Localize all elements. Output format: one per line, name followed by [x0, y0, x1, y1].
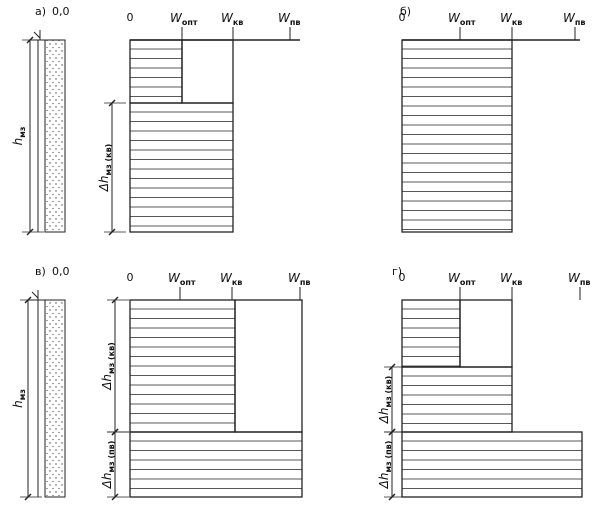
- empty-zone: [234, 299, 303, 433]
- panel-label: б): [400, 5, 411, 18]
- line: [24, 493, 32, 501]
- layer-label: Δhмз (пв): [377, 441, 393, 490]
- moisture-label: Wопт: [170, 11, 198, 27]
- moisture-label-sub: пв: [300, 278, 311, 287]
- zero-label: 0: [399, 271, 406, 284]
- panel-label: в): [35, 265, 46, 278]
- moisture-label-sub: кв: [512, 18, 523, 27]
- moisture-label-sub: кв: [232, 278, 243, 287]
- moisture-label: Wкв: [500, 271, 522, 287]
- thickness-label-main: h: [11, 400, 25, 408]
- layer-label-main: Δh: [377, 473, 391, 490]
- moisture-label-sub: пв: [575, 18, 586, 27]
- panel-label: а): [35, 5, 46, 18]
- hatched-zone: [129, 39, 183, 104]
- moisture-label: Wпв: [288, 271, 310, 287]
- hatched-zone: [401, 431, 583, 498]
- layer-label: Δhмз (кв): [97, 144, 113, 193]
- thickness-label-main: h: [11, 138, 25, 146]
- zero-label: 0: [399, 11, 406, 24]
- line: [388, 428, 396, 436]
- line: [111, 296, 119, 304]
- moisture-label-main: W: [168, 271, 181, 285]
- moisture-label-main: W: [500, 271, 513, 285]
- moisture-label-sub: опт: [180, 278, 196, 287]
- moisture-label-sub: пв: [580, 278, 591, 287]
- hatched-zone: [129, 102, 234, 233]
- layer-label-sub: мз (кв): [104, 144, 113, 176]
- zero-label: 0: [127, 271, 134, 284]
- thickness-label-sub: мз: [18, 389, 27, 401]
- layer-label-main: Δh: [100, 473, 114, 490]
- layer-label: Δhмз (пв): [100, 441, 116, 490]
- line: [111, 493, 119, 501]
- thickness-label-sub: мз: [18, 126, 27, 138]
- empty-zone: [181, 39, 234, 104]
- moisture-label: Wкв: [221, 11, 243, 27]
- layer-label-main: Δh: [100, 374, 114, 391]
- moisture-label-sub: кв: [233, 18, 244, 27]
- line: [26, 228, 34, 236]
- moisture-label-sub: кв: [512, 278, 523, 287]
- thickness-label: hмз: [11, 126, 27, 145]
- moisture-label-main: W: [170, 11, 183, 25]
- moisture-label-main: W: [220, 271, 233, 285]
- soil-column: [44, 299, 66, 498]
- layer-label-main: Δh: [97, 175, 111, 192]
- empty-zone: [459, 299, 513, 368]
- line: [388, 493, 396, 501]
- moisture-label-main: W: [500, 11, 513, 25]
- line: [31, 291, 39, 299]
- moisture-label: Wкв: [220, 271, 242, 287]
- layer-label: Δhмз (кв): [100, 342, 116, 391]
- zero-label: 0: [127, 11, 134, 24]
- moisture-label-main: W: [278, 11, 291, 25]
- layer-label-sub: мз (пв): [384, 441, 393, 473]
- hatched-zone: [401, 366, 513, 433]
- moisture-label-main: W: [288, 271, 301, 285]
- moisture-label-main: W: [221, 11, 234, 25]
- line: [108, 228, 116, 236]
- layer-label-main: Δh: [377, 407, 391, 424]
- moisture-label: Wпв: [568, 271, 590, 287]
- hatched-zone: [401, 39, 513, 233]
- moisture-label-sub: опт: [460, 278, 476, 287]
- layer-label-sub: мз (кв): [384, 376, 393, 408]
- thickness-label: hмз: [11, 389, 27, 408]
- moisture-label: Wпв: [278, 11, 300, 27]
- moisture-label-main: W: [448, 11, 461, 25]
- panel-label: г): [392, 265, 402, 278]
- moisture-label-sub: опт: [182, 18, 198, 27]
- moisture-label-main: W: [563, 11, 576, 25]
- moisture-label-sub: опт: [460, 18, 476, 27]
- hatched-zone: [129, 431, 303, 498]
- surface-mark: 0,0: [52, 265, 70, 278]
- line: [388, 363, 396, 371]
- moisture-label: Wпв: [563, 11, 585, 27]
- layer-label-sub: мз (кв): [107, 342, 116, 374]
- soil-column: [44, 39, 66, 233]
- layer-label: Δhмз (кв): [377, 376, 393, 425]
- moisture-label: Wопт: [448, 271, 476, 287]
- moisture-label: Wкв: [500, 11, 522, 27]
- layer-label-sub: мз (пв): [107, 441, 116, 473]
- line: [33, 31, 41, 39]
- moisture-label-sub: пв: [290, 18, 301, 27]
- line: [108, 99, 116, 107]
- moisture-label: Wопт: [168, 271, 196, 287]
- moisture-label: Wопт: [448, 11, 476, 27]
- hatched-zone: [401, 299, 461, 368]
- moisture-label-main: W: [448, 271, 461, 285]
- moisture-label-main: W: [568, 271, 581, 285]
- surface-mark: 0,0: [52, 5, 70, 18]
- line: [111, 428, 119, 436]
